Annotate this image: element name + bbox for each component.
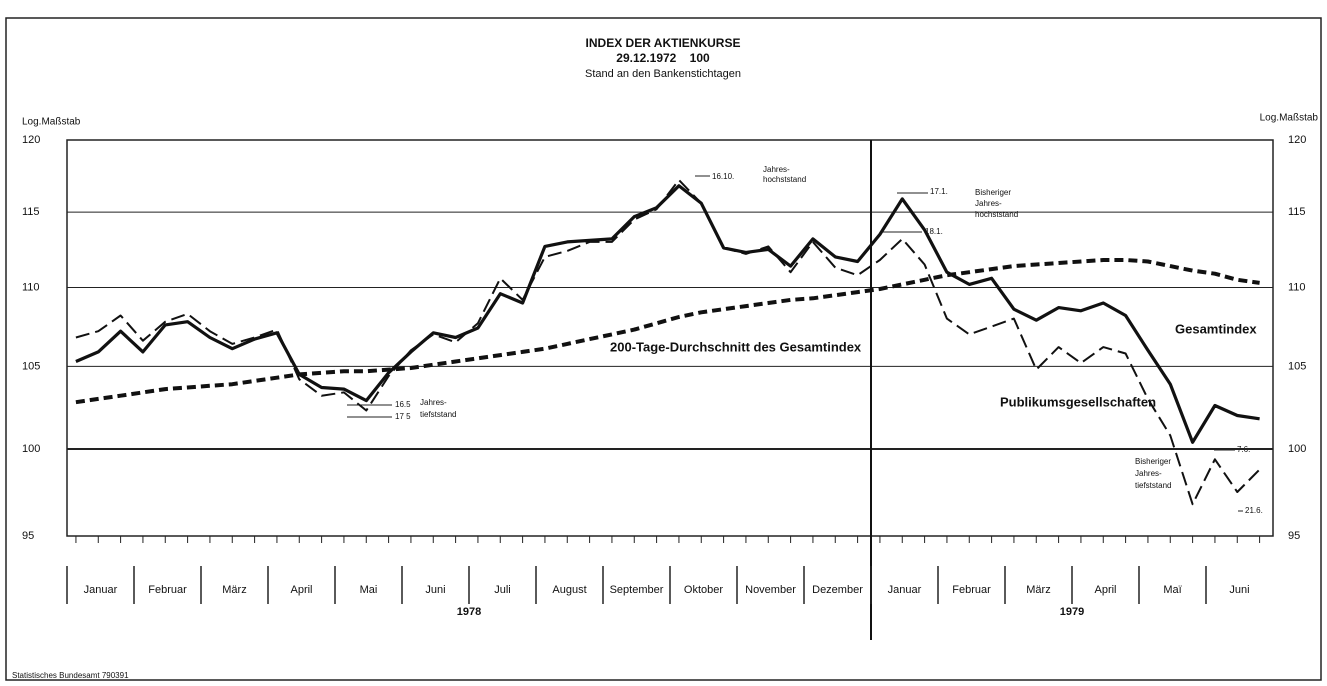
y-tick-label: 100: [22, 443, 40, 455]
month-label: Juni: [1229, 584, 1249, 596]
series-label: Publikumsgesellschaften: [1000, 394, 1156, 409]
frame: [5, 17, 1322, 681]
month-label: März: [1026, 584, 1050, 596]
month-label: Februar: [148, 584, 187, 596]
y-tick-label: 120: [1288, 134, 1306, 146]
y-tick-label: 95: [1288, 530, 1300, 542]
y-axis-label: Log.Maßstab: [22, 117, 81, 128]
chart-subtitle: Stand an den Bankenstichtagen: [585, 68, 741, 80]
annotation: Jahres-: [1135, 469, 1162, 478]
annotation: hochststand: [763, 175, 806, 184]
year-label: 1979: [1060, 606, 1084, 618]
series-label: Gesamtindex: [1175, 321, 1257, 336]
annotation: hochststand: [975, 210, 1018, 219]
annotation: Bisheriger: [975, 188, 1011, 197]
annotation: Jahres-: [763, 165, 790, 174]
chart-subtitle: 29.12.1972 100: [616, 51, 710, 65]
series-label: 200-Tage-Durchschnitt des Gesamtindex: [610, 339, 862, 354]
month-label: Januar: [84, 584, 118, 596]
y-tick-label: 110: [1288, 281, 1306, 293]
month-label: November: [745, 584, 796, 596]
series-line: [75, 179, 1261, 506]
month-label: Oktober: [684, 584, 723, 596]
annotation: Jahres-: [975, 199, 1002, 208]
y-tick-label: 105: [1288, 360, 1306, 372]
y-tick-label: 120: [22, 134, 40, 146]
annotation: 21.6.: [1245, 506, 1263, 515]
month-label: Juli: [494, 584, 511, 596]
y-tick-label: 105: [22, 360, 40, 372]
month-label: April: [1094, 584, 1116, 596]
y-tick-label: 100: [1288, 443, 1306, 455]
annotation: Bisheriger: [1135, 457, 1171, 466]
y-tick-label: 95: [22, 530, 34, 542]
series-line: [75, 258, 1260, 405]
source: Statistisches Bundesamt 790391: [12, 671, 129, 680]
y-axis-label: Log.Maßstab: [1260, 113, 1319, 124]
series-line: [75, 184, 1260, 444]
y-tick-label: 115: [1288, 206, 1306, 218]
month-label: Februar: [952, 584, 991, 596]
month-label: Juni: [425, 584, 445, 596]
annotation: 17 5: [395, 412, 411, 421]
month-label: September: [610, 584, 664, 596]
year-label: 1978: [457, 606, 481, 618]
annotation: 17.1.: [930, 187, 948, 196]
annotation: 16.10.: [712, 172, 734, 181]
annotation: 18.1.: [925, 227, 943, 236]
month-label: April: [290, 584, 312, 596]
month-label: Maï: [1163, 584, 1182, 596]
annotation: tiefststand: [420, 410, 456, 419]
month-label: Mai: [360, 584, 378, 596]
month-label: Januar: [888, 584, 922, 596]
y-tick-label: 115: [22, 206, 40, 218]
month-label: August: [552, 584, 586, 596]
annotation: 16.5: [395, 400, 411, 409]
chart-title: INDEX DER AKTIENKURSE: [586, 36, 741, 50]
month-label: März: [222, 584, 246, 596]
annotation: Jahres-: [420, 398, 447, 407]
plot-area: [66, 139, 1274, 537]
month-label: Dezember: [812, 584, 863, 596]
annotation-leader: [347, 175, 1243, 512]
annotation: tiefststand: [1135, 481, 1171, 490]
y-tick-label: 110: [22, 281, 40, 293]
